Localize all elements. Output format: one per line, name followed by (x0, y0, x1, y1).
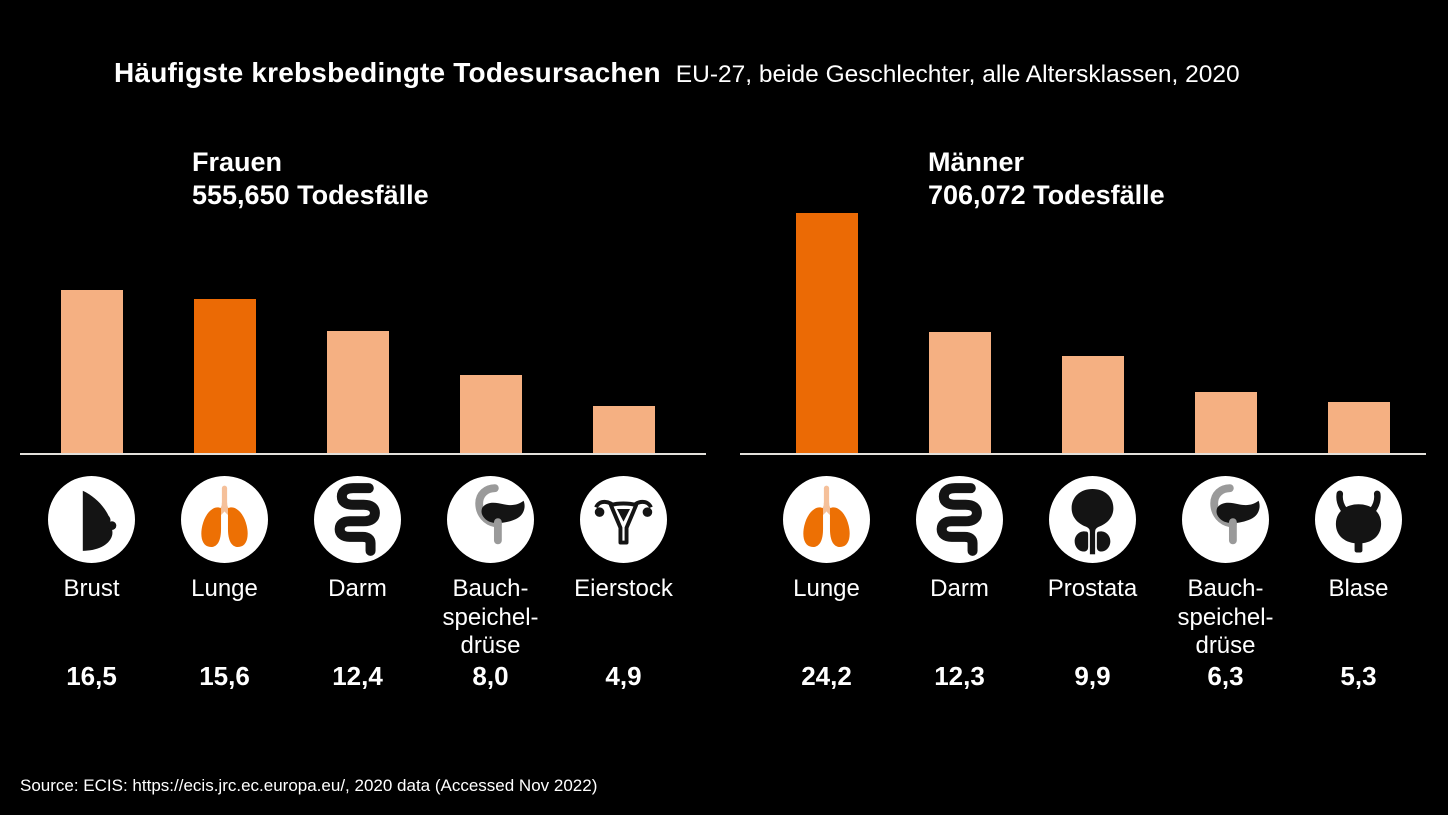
bar-area (60, 210, 123, 455)
bar-pancreas (459, 375, 522, 455)
bar-pancreas (1194, 392, 1257, 455)
chart-column: Bauch- speichel- drüse 8,0 (424, 210, 557, 692)
title-subtitle: EU-27, beide Geschlechter, alle Alterskl… (675, 61, 1240, 88)
bar-intestine (928, 332, 991, 455)
value-label: 9,9 (1074, 661, 1111, 691)
value-label: 4,9 (605, 661, 642, 691)
bar-area (1061, 210, 1124, 455)
value-label: 8,0 (472, 661, 509, 691)
chart-column: Blase 5,3 (1292, 210, 1425, 692)
title-main: Häufigste krebsbedingte Todesursachen (114, 57, 661, 88)
category-label: Darm (930, 575, 989, 602)
value-label: 24,2 (801, 661, 852, 691)
category-label: Prostata (1047, 575, 1138, 602)
category-label: Bauch- speichel- drüse (442, 575, 539, 659)
bar-intestine (326, 331, 389, 455)
bar-area (1327, 210, 1390, 455)
ovary-icon (580, 476, 667, 563)
baseline-axis (740, 453, 1426, 455)
bar-area (459, 210, 522, 455)
value-label: 5,3 (1340, 661, 1377, 691)
bladder-icon (1315, 476, 1402, 563)
category-label: Bauch- speichel- drüse (1177, 575, 1274, 659)
chart-men: Männer 706,072 Todesfälle Lunge 24,2 Dar… (740, 0, 1426, 745)
chart-column: Darm 12,3 (893, 210, 1026, 692)
bar-area (326, 210, 389, 455)
pancreas-icon (1182, 476, 1269, 563)
bar-area (928, 210, 991, 455)
bar-lungs (795, 213, 858, 455)
group-title: Frauen (192, 147, 283, 177)
group-header-men: Männer 706,072 Todesfälle (928, 146, 1165, 212)
group-header-women: Frauen 555,650 Todesfälle (192, 146, 429, 212)
bar-area (795, 210, 858, 455)
bar-lungs (193, 299, 256, 455)
intestine-icon (314, 476, 401, 563)
category-label: Brust (63, 575, 120, 602)
bar-area (592, 210, 655, 455)
group-total: 706,072 Todesfälle (928, 180, 1165, 210)
page-title: Häufigste krebsbedingte Todesursachen EU… (114, 57, 1240, 89)
category-label: Eierstock (574, 575, 673, 602)
category-label: Blase (1328, 575, 1389, 602)
columns-row: Brust 16,5 Lunge 15,6 Darm 12,4 Bauch- s… (20, 210, 706, 692)
group-total: 555,650 Todesfälle (192, 180, 429, 210)
category-label: Darm (328, 575, 387, 602)
category-label: Lunge (191, 575, 258, 602)
chart-column: Darm 12,4 (291, 210, 424, 692)
lungs-icon (181, 476, 268, 563)
value-label: 15,6 (199, 661, 250, 691)
chart-column: Eierstock 4,9 (557, 210, 690, 692)
chart-column: Bauch- speichel- drüse 6,3 (1159, 210, 1292, 692)
value-label: 12,3 (934, 661, 985, 691)
chart-column: Prostata 9,9 (1026, 210, 1159, 692)
category-label: Lunge (793, 575, 860, 602)
chart-column: Brust 16,5 (25, 210, 158, 692)
chart-column: Lunge 15,6 (158, 210, 291, 692)
group-title: Männer (928, 147, 1025, 177)
value-label: 12,4 (332, 661, 383, 691)
value-label: 6,3 (1207, 661, 1244, 691)
baseline-axis (20, 453, 706, 455)
bar-area (1194, 210, 1257, 455)
lungs-icon (783, 476, 870, 563)
bar-area (193, 210, 256, 455)
bar-breast (60, 290, 123, 455)
value-label: 16,5 (66, 661, 117, 691)
bar-prostate (1061, 356, 1124, 455)
chart-women: Frauen 555,650 Todesfälle Brust 16,5 Lun… (20, 0, 706, 745)
breast-icon (48, 476, 135, 563)
prostate-icon (1049, 476, 1136, 563)
columns-row: Lunge 24,2 Darm 12,3 Prostata 9,9 Bauch-… (740, 210, 1426, 692)
intestine-icon (916, 476, 1003, 563)
pancreas-icon (447, 476, 534, 563)
bar-ovary (592, 406, 655, 455)
source-note: Source: ECIS: https://ecis.jrc.ec.europa… (20, 776, 598, 795)
chart-column: Lunge 24,2 (760, 210, 893, 692)
bar-bladder (1327, 402, 1390, 455)
